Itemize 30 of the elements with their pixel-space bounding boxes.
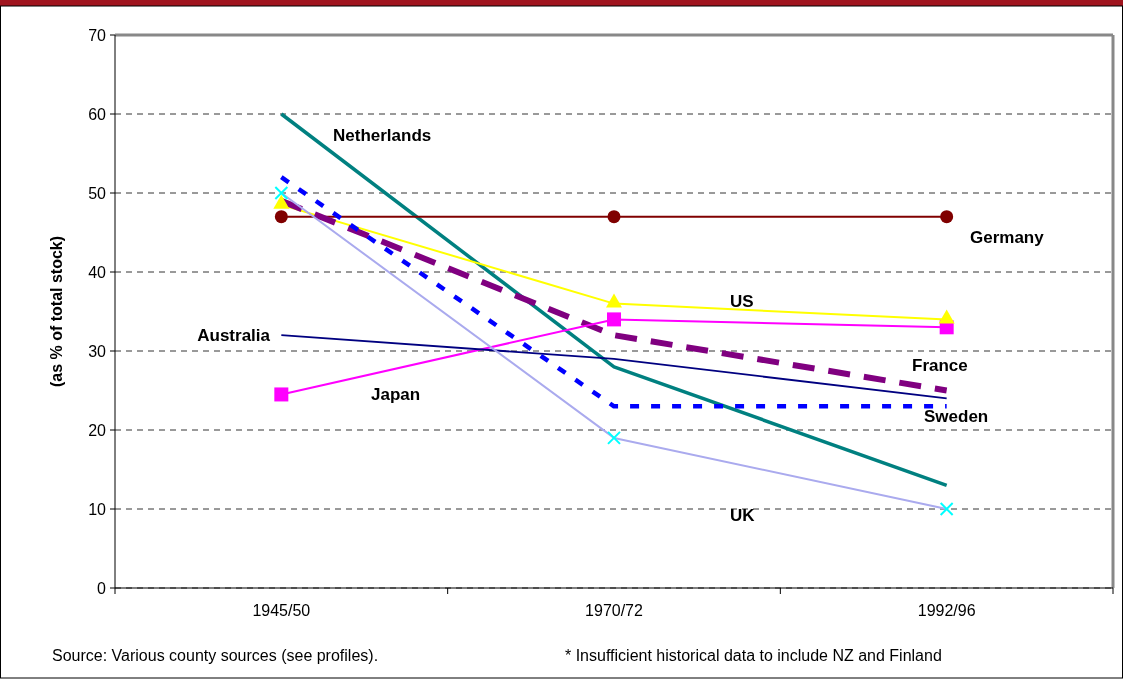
series-label: US (730, 292, 754, 311)
text: UK (730, 506, 756, 525)
y-tick-label: 30 (88, 342, 107, 360)
y-tick-label: 50 (88, 184, 107, 202)
x-tick-label: 1945/50 (252, 602, 311, 619)
y-axis-title: (as % of total stock) (48, 235, 65, 388)
point (274, 387, 289, 402)
series-label: France (912, 356, 968, 375)
y-tick-label: 40 (88, 263, 107, 281)
point (274, 186, 289, 200)
x-tick-label: 1992/96 (917, 602, 976, 619)
source-note: Source: Various county sources (see profiles). (52, 647, 379, 664)
series-label: Australia (197, 326, 271, 345)
y-tick-label: 60 (88, 105, 107, 123)
series-label: Netherlands (333, 126, 432, 145)
point (607, 210, 621, 224)
y-tick-label: 70 (88, 26, 107, 44)
series-label: Japan (371, 385, 421, 404)
y-tick-label: 20 (88, 421, 107, 439)
x-tick-label: 1970/72 (585, 602, 644, 619)
point (939, 502, 954, 516)
point (607, 312, 621, 327)
point (940, 210, 954, 224)
series-label: Sweden (924, 407, 989, 426)
y-tick-label: 10 (88, 500, 107, 518)
point (274, 210, 288, 224)
point (607, 430, 621, 445)
series-label: Germany (970, 228, 1045, 247)
text: * Insufficient historical data to include NZ and Finland (565, 647, 942, 664)
y-tick-label: 0 (97, 579, 107, 597)
